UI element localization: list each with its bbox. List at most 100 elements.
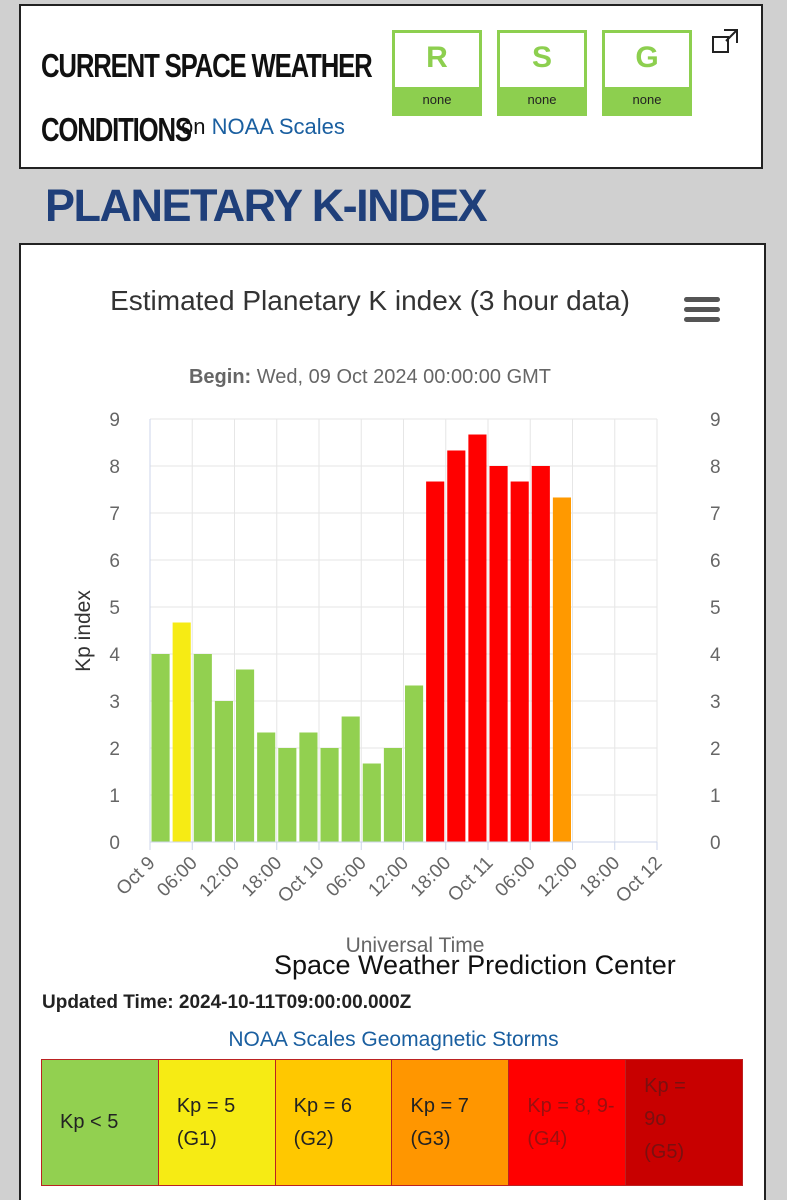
x-tick-label: Oct 11 [444, 853, 497, 906]
y-tick-label-left: 3 [109, 692, 120, 713]
y-tick-label-right: 0 [710, 833, 721, 854]
kp-bar[interactable] [341, 716, 360, 842]
x-tick-label: 12:00 [534, 853, 582, 901]
y-tick-label-left: 8 [109, 457, 120, 478]
y-tick-label-right: 3 [710, 692, 721, 713]
y-tick-label-left: 1 [109, 786, 120, 807]
on-noaa-scales: on NOAA Scales [181, 114, 345, 140]
kp-bar[interactable] [383, 748, 402, 842]
kp-bar[interactable] [405, 685, 424, 842]
legend-cell-text: Kp < 5 [60, 1111, 119, 1133]
conditions-title: CURRENT SPACE WEATHER CONDITIONS [41, 34, 373, 162]
kp-bar[interactable] [447, 450, 466, 842]
legend-cell: Kp = 9o (G5) [626, 1060, 742, 1185]
external-window-icon[interactable] [711, 28, 739, 56]
y-tick-label-left: 4 [109, 645, 120, 666]
kp-bar[interactable] [489, 466, 508, 842]
legend-cell-text: (G3) [410, 1127, 451, 1150]
g-scale-badge[interactable]: G none [602, 30, 692, 116]
on-text: on [181, 114, 206, 139]
storm-scale-legend: Kp < 5 Kp = 5 (G1) Kp = 6 (G2) Kp = 7 (G3) Kp =… [41, 1059, 743, 1186]
g-scale-letter: G [635, 41, 659, 74]
x-tick-label: Oct 9 [113, 853, 160, 900]
legend-cell-text: (G4) [527, 1127, 568, 1150]
kp-bar[interactable] [193, 654, 212, 842]
y-tick-label-left: 7 [109, 504, 120, 525]
s-scale-value: none [500, 87, 584, 113]
legend-cell-text: Kp = 8, 9- [527, 1094, 615, 1117]
x-tick-label: 12:00 [365, 853, 413, 901]
y-tick-label-right: 7 [710, 504, 721, 525]
kp-bar[interactable] [299, 732, 318, 842]
legend-cell: Kp < 5 [42, 1060, 159, 1185]
y-tick-label-left: 0 [109, 833, 120, 854]
kp-bar[interactable] [151, 654, 170, 842]
x-tick-label: 06:00 [322, 853, 370, 901]
kp-bar[interactable] [320, 748, 339, 842]
chart-subtitle-value: Wed, 09 Oct 2024 00:00:00 GMT [256, 366, 552, 388]
chart-credit: Space Weather Prediction Center [274, 950, 676, 980]
x-tick-label: Oct 12 [612, 853, 666, 907]
legend-cell: Kp = 5 (G1) [158, 1060, 276, 1185]
kp-bar[interactable] [552, 497, 571, 842]
kp-bar[interactable] [510, 481, 529, 842]
r-scale-value: none [395, 87, 479, 113]
y-tick-label-right: 6 [710, 551, 721, 572]
x-tick-label: 12:00 [196, 853, 244, 901]
conditions-title-line1: CURRENT SPACE WEATHER [41, 47, 373, 84]
hamburger-menu-icon[interactable] [684, 295, 720, 325]
x-axis-label: Universal Time [346, 934, 485, 957]
kp-bar[interactable] [236, 669, 255, 842]
y-tick-label-right: 4 [710, 645, 721, 666]
r-scale-badge[interactable]: R none [392, 30, 482, 116]
s-scale-badge[interactable]: S none [497, 30, 587, 116]
y-tick-label-right: 5 [710, 598, 721, 619]
legend-cell-text: Kp = 6 [293, 1094, 353, 1117]
y-tick-label-left: 6 [109, 551, 120, 572]
kp-bar[interactable] [278, 748, 297, 842]
y-tick-label-right: 9 [710, 410, 721, 431]
x-tick-label: 06:00 [491, 853, 539, 901]
kp-bar[interactable] [214, 701, 233, 842]
kp-bar[interactable] [362, 763, 381, 842]
legend-cell-text: Kp = 5 [176, 1094, 236, 1117]
g-scale-value: none [605, 87, 689, 113]
x-tick-label: Oct 10 [274, 853, 328, 907]
y-tick-label-right: 1 [710, 786, 721, 807]
kp-bar[interactable] [468, 434, 487, 842]
kp-bar[interactable] [257, 732, 276, 842]
y-tick-label-right: 2 [710, 739, 721, 760]
section-title: PLANETARY K-INDEX [45, 180, 488, 231]
legend-cell-text: (G1) [176, 1127, 217, 1150]
r-scale-letter: R [426, 41, 448, 74]
current-conditions-panel: CURRENT SPACE WEATHER CONDITIONS on NOAA… [19, 4, 763, 169]
kp-bar[interactable] [426, 481, 445, 842]
updated-time: Updated Time: 2024-10-11T09:00:00.000Z [42, 992, 412, 1013]
s-scale-letter: S [531, 41, 552, 74]
kp-bar[interactable] [172, 622, 191, 842]
legend-cell: Kp = 7 (G3) [392, 1060, 510, 1185]
legend-cell-text: Kp = [644, 1075, 686, 1097]
y-tick-label-right: 8 [710, 457, 721, 478]
y-tick-label-left: 2 [109, 739, 120, 760]
x-tick-label: 06:00 [153, 853, 201, 901]
y-tick-label-left: 9 [109, 410, 120, 431]
legend-cell: Kp = 8, 9- (G4) [509, 1060, 627, 1185]
legend-cell-text: (G2) [293, 1127, 334, 1150]
noaa-scales-link[interactable]: NOAA Scales [211, 114, 345, 139]
kp-bar[interactable] [531, 466, 550, 842]
chart-title: Estimated Planetary K index (3 hour data… [110, 285, 630, 316]
legend-cell: Kp = 6 (G2) [275, 1060, 393, 1185]
kp-chart-panel [19, 243, 766, 1200]
y-tick-label-left: 5 [109, 598, 120, 619]
legend-cell-text: Kp = 7 [410, 1094, 469, 1117]
chart-bars [151, 434, 571, 842]
chart-subtitle: Begin: Wed, 09 Oct 2024 00:00:00 GMT [110, 366, 630, 389]
y-axis-label: Kp index [72, 590, 95, 672]
legend-cell-text: 9o [644, 1108, 667, 1130]
geomagnetic-storms-link[interactable]: NOAA Scales Geomagnetic Storms [228, 1028, 559, 1051]
conditions-title-line2: CONDITIONS [41, 111, 192, 148]
chart-subtitle-label: Begin: [188, 366, 252, 388]
legend-cell-text: (G5) [644, 1141, 685, 1163]
